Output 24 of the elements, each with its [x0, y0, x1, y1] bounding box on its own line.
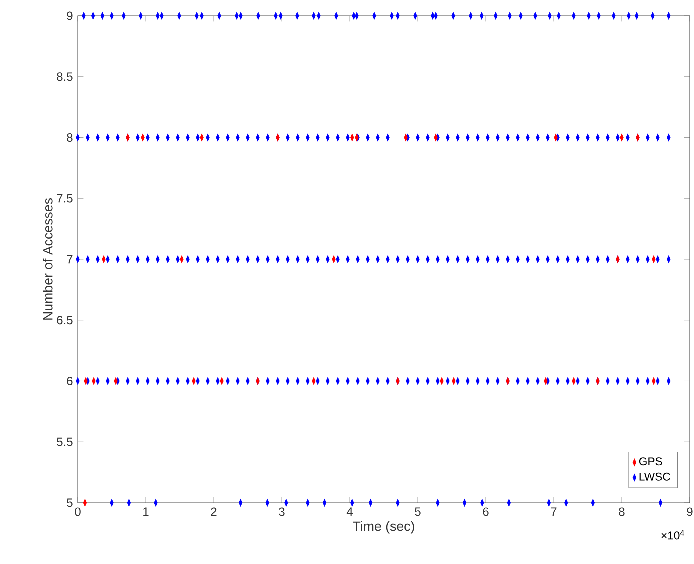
y-tick-label: 6.5: [57, 316, 73, 325]
y-tick-label: 5: [67, 498, 73, 508]
legend-label: GPS: [639, 458, 662, 466]
y-tick-label: 6: [67, 376, 73, 386]
x-axis-title: Time (sec): [353, 521, 414, 534]
x-tick-label: 6: [483, 508, 489, 516]
y-tick-label: 8.5: [57, 72, 73, 82]
y-tick-label: 9: [67, 12, 73, 20]
y-tick-label: 8: [67, 133, 73, 142]
y-tick-label: 5.5: [57, 438, 73, 446]
x-tick-label: 3: [279, 508, 285, 516]
y-tick-label: 7: [67, 255, 73, 264]
x-tick-label: 0: [75, 508, 81, 516]
x-tick-label: 8: [619, 508, 625, 516]
x-tick-label: 2: [211, 508, 217, 516]
y-tick-label: 7.5: [57, 194, 73, 203]
text: ×10$^{4}$: [662, 530, 684, 540]
x-tick-label: 5: [415, 508, 421, 516]
x-tick-label: 1: [144, 508, 149, 516]
y-axis-title: Number of Accesses: [43, 198, 53, 320]
legend-label: LWSC: [640, 472, 670, 481]
x-tick-label: 9: [687, 508, 693, 516]
x-tick-label: 7: [551, 508, 557, 516]
x-tick-label: 4: [346, 508, 353, 516]
